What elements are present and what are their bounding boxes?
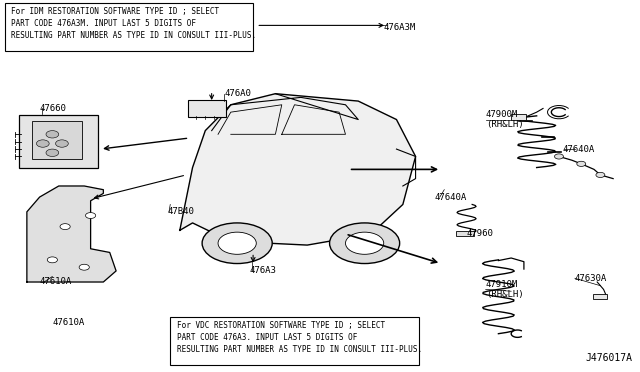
Polygon shape xyxy=(180,94,415,245)
Text: 476A3: 476A3 xyxy=(250,266,276,275)
FancyBboxPatch shape xyxy=(170,317,419,365)
Text: 47900M
(RH&LH): 47900M (RH&LH) xyxy=(486,110,524,129)
Circle shape xyxy=(577,161,586,166)
Circle shape xyxy=(46,131,59,138)
FancyBboxPatch shape xyxy=(188,100,226,116)
Text: 47610A: 47610A xyxy=(40,278,72,286)
Circle shape xyxy=(47,257,58,263)
Text: 47910M
(RH&LH): 47910M (RH&LH) xyxy=(486,280,524,299)
FancyBboxPatch shape xyxy=(593,294,607,299)
Circle shape xyxy=(60,224,70,230)
Text: 47B40: 47B40 xyxy=(167,207,194,217)
Text: 47610A: 47610A xyxy=(52,318,84,327)
Text: 476A0: 476A0 xyxy=(225,89,252,98)
Text: For VDC RESTORATION SOFTWARE TYPE ID ; SELECT
PART CODE 476A3. INPUT LAST 5 DIGI: For VDC RESTORATION SOFTWARE TYPE ID ; S… xyxy=(177,321,422,354)
FancyBboxPatch shape xyxy=(32,121,83,159)
Text: For IDM RESTORATION SOFTWARE TYPE ID ; SELECT
PART CODE 476A3M. INPUT LAST 5 DIG: For IDM RESTORATION SOFTWARE TYPE ID ; S… xyxy=(11,7,256,40)
Circle shape xyxy=(596,172,605,177)
Circle shape xyxy=(46,149,59,157)
Circle shape xyxy=(79,264,90,270)
Text: 47630A: 47630A xyxy=(575,274,607,283)
Polygon shape xyxy=(27,186,116,282)
Circle shape xyxy=(86,212,96,218)
Text: 476A3M: 476A3M xyxy=(384,23,416,32)
Circle shape xyxy=(330,223,399,263)
Text: J476017A: J476017A xyxy=(585,353,632,363)
Circle shape xyxy=(36,140,49,147)
Circle shape xyxy=(554,154,563,159)
Circle shape xyxy=(346,232,384,254)
FancyBboxPatch shape xyxy=(19,115,99,168)
Text: 47640A: 47640A xyxy=(435,193,467,202)
Circle shape xyxy=(202,223,272,263)
Circle shape xyxy=(56,140,68,147)
Text: 47640A: 47640A xyxy=(562,145,595,154)
Circle shape xyxy=(218,232,256,254)
FancyBboxPatch shape xyxy=(511,114,526,120)
Text: 47960: 47960 xyxy=(467,230,493,238)
Text: 47660: 47660 xyxy=(40,104,67,113)
FancyBboxPatch shape xyxy=(4,3,253,51)
FancyBboxPatch shape xyxy=(456,231,474,236)
